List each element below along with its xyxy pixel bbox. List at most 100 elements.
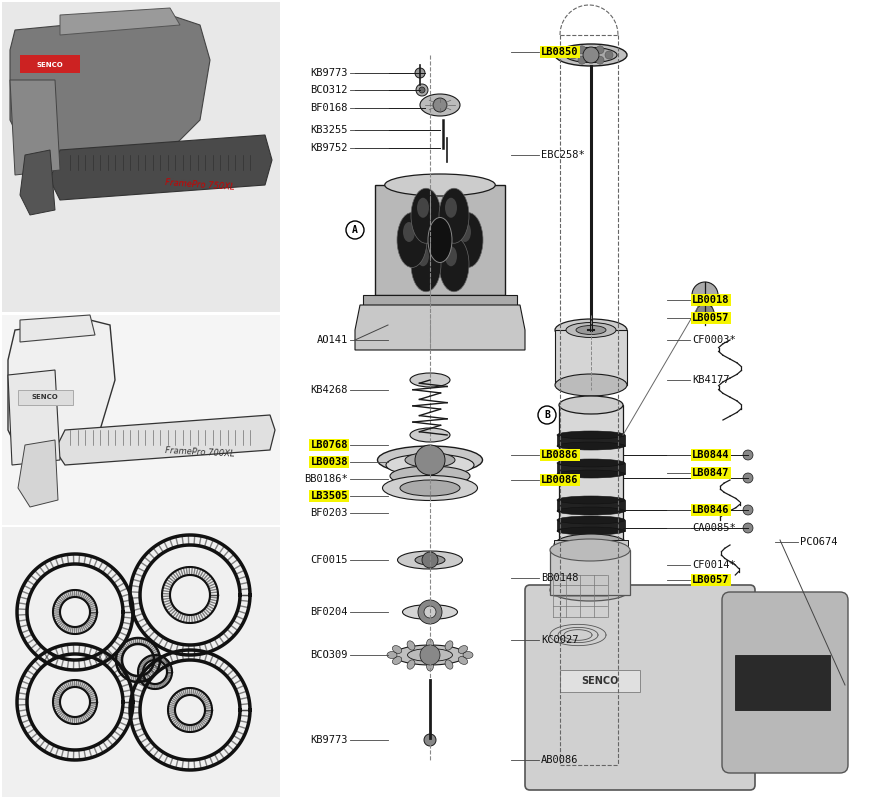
- Ellipse shape: [557, 496, 625, 504]
- Text: KB3255: KB3255: [310, 125, 348, 135]
- Text: CF0015: CF0015: [310, 555, 348, 565]
- Text: KC0027: KC0027: [541, 635, 578, 645]
- Ellipse shape: [565, 47, 617, 63]
- Ellipse shape: [463, 651, 473, 658]
- Ellipse shape: [400, 480, 460, 496]
- Bar: [375, 185, 505, 295]
- Bar: [2, 2, 280, 312]
- Ellipse shape: [445, 641, 453, 650]
- Polygon shape: [60, 8, 180, 35]
- Text: BB0148: BB0148: [541, 573, 578, 583]
- Ellipse shape: [426, 661, 434, 671]
- Text: LB0038: LB0038: [310, 457, 348, 467]
- Text: LB0886: LB0886: [541, 450, 578, 460]
- Text: KB4268: KB4268: [310, 385, 348, 395]
- Ellipse shape: [411, 237, 441, 292]
- Text: BF0168: BF0168: [310, 103, 348, 113]
- Ellipse shape: [557, 431, 625, 439]
- Text: BF0204: BF0204: [310, 607, 348, 617]
- Text: CF0003*: CF0003*: [692, 335, 736, 345]
- Circle shape: [692, 282, 718, 308]
- Polygon shape: [10, 15, 210, 160]
- Ellipse shape: [563, 618, 593, 628]
- Ellipse shape: [550, 539, 630, 561]
- Text: PCO674: PCO674: [800, 537, 838, 547]
- Ellipse shape: [402, 605, 458, 619]
- Text: KB9773: KB9773: [310, 735, 348, 745]
- Ellipse shape: [405, 452, 455, 468]
- Text: BB0186*: BB0186*: [304, 474, 348, 484]
- Circle shape: [743, 505, 753, 515]
- Ellipse shape: [445, 198, 457, 218]
- Ellipse shape: [383, 476, 477, 500]
- Bar: [555, 330, 627, 385]
- Ellipse shape: [557, 527, 625, 535]
- Text: LB0086: LB0086: [541, 475, 578, 485]
- Ellipse shape: [377, 446, 483, 474]
- Ellipse shape: [417, 246, 429, 266]
- Ellipse shape: [445, 246, 457, 266]
- Ellipse shape: [415, 555, 445, 565]
- Ellipse shape: [559, 536, 623, 554]
- Text: KB9773: KB9773: [310, 68, 348, 78]
- Ellipse shape: [428, 217, 452, 262]
- Bar: [2, 527, 280, 797]
- Ellipse shape: [559, 396, 623, 414]
- Polygon shape: [20, 315, 95, 342]
- Text: LB0844: LB0844: [692, 450, 730, 460]
- Ellipse shape: [410, 373, 450, 387]
- Circle shape: [583, 47, 599, 63]
- Ellipse shape: [397, 213, 427, 268]
- Ellipse shape: [420, 94, 460, 116]
- Ellipse shape: [407, 641, 415, 650]
- Ellipse shape: [445, 660, 453, 669]
- Ellipse shape: [557, 442, 625, 450]
- Circle shape: [419, 87, 425, 93]
- Ellipse shape: [557, 516, 625, 524]
- Ellipse shape: [459, 646, 468, 654]
- Circle shape: [743, 450, 753, 460]
- Circle shape: [420, 645, 440, 665]
- Text: CF0014*: CF0014*: [692, 560, 736, 570]
- Text: FramePro 700XL: FramePro 700XL: [165, 446, 235, 458]
- Circle shape: [424, 734, 436, 746]
- Polygon shape: [50, 135, 272, 200]
- Text: LB0846: LB0846: [692, 505, 730, 515]
- Circle shape: [415, 68, 425, 78]
- Bar: [557, 463, 625, 474]
- Bar: [559, 405, 623, 545]
- Ellipse shape: [557, 507, 625, 515]
- Bar: [557, 435, 625, 446]
- FancyBboxPatch shape: [525, 585, 755, 790]
- Ellipse shape: [453, 213, 483, 268]
- Circle shape: [578, 56, 586, 64]
- Ellipse shape: [554, 534, 628, 556]
- Ellipse shape: [552, 609, 608, 625]
- Polygon shape: [20, 150, 55, 215]
- Text: SENCO: SENCO: [37, 62, 63, 68]
- Ellipse shape: [398, 551, 462, 569]
- Ellipse shape: [555, 44, 627, 66]
- Ellipse shape: [384, 174, 495, 196]
- Ellipse shape: [550, 579, 630, 601]
- Ellipse shape: [387, 651, 397, 658]
- Text: BCO309: BCO309: [310, 650, 348, 660]
- Ellipse shape: [439, 188, 469, 243]
- Ellipse shape: [363, 306, 517, 324]
- Bar: [20, 55, 80, 73]
- Circle shape: [578, 46, 586, 54]
- Circle shape: [605, 51, 613, 59]
- Ellipse shape: [386, 454, 474, 476]
- Polygon shape: [10, 80, 60, 175]
- Circle shape: [538, 406, 556, 424]
- Bar: [554, 540, 628, 562]
- Bar: [560, 670, 640, 692]
- Circle shape: [424, 606, 436, 618]
- FancyBboxPatch shape: [722, 592, 848, 773]
- Ellipse shape: [439, 237, 469, 292]
- Ellipse shape: [417, 198, 429, 218]
- Text: CA0085*: CA0085*: [692, 523, 736, 533]
- Text: LB0057: LB0057: [692, 313, 730, 323]
- Circle shape: [596, 56, 604, 64]
- Text: BF0203: BF0203: [310, 508, 348, 518]
